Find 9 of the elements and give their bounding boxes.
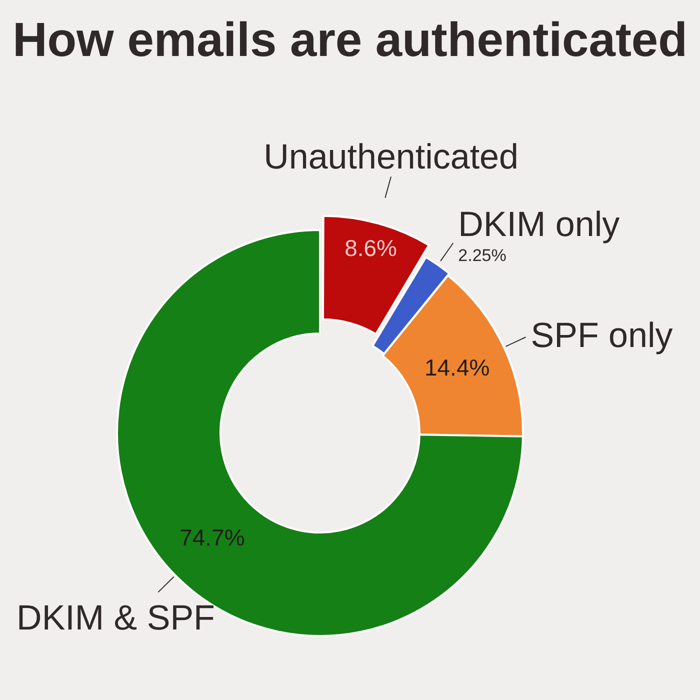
chart-title: How emails are authenticated (12, 14, 688, 67)
slice-label: SPF only (530, 316, 674, 355)
slice-label: Unauthenticated (264, 138, 518, 177)
data-label: 8.6% (344, 235, 398, 262)
data-label: 14.4% (424, 354, 490, 380)
data-label: 2.25% (458, 246, 506, 266)
slice-label: DKIM & SPF (16, 598, 215, 638)
slice-label: DKIM only (458, 205, 620, 244)
data-label: 74.7% (180, 524, 245, 550)
